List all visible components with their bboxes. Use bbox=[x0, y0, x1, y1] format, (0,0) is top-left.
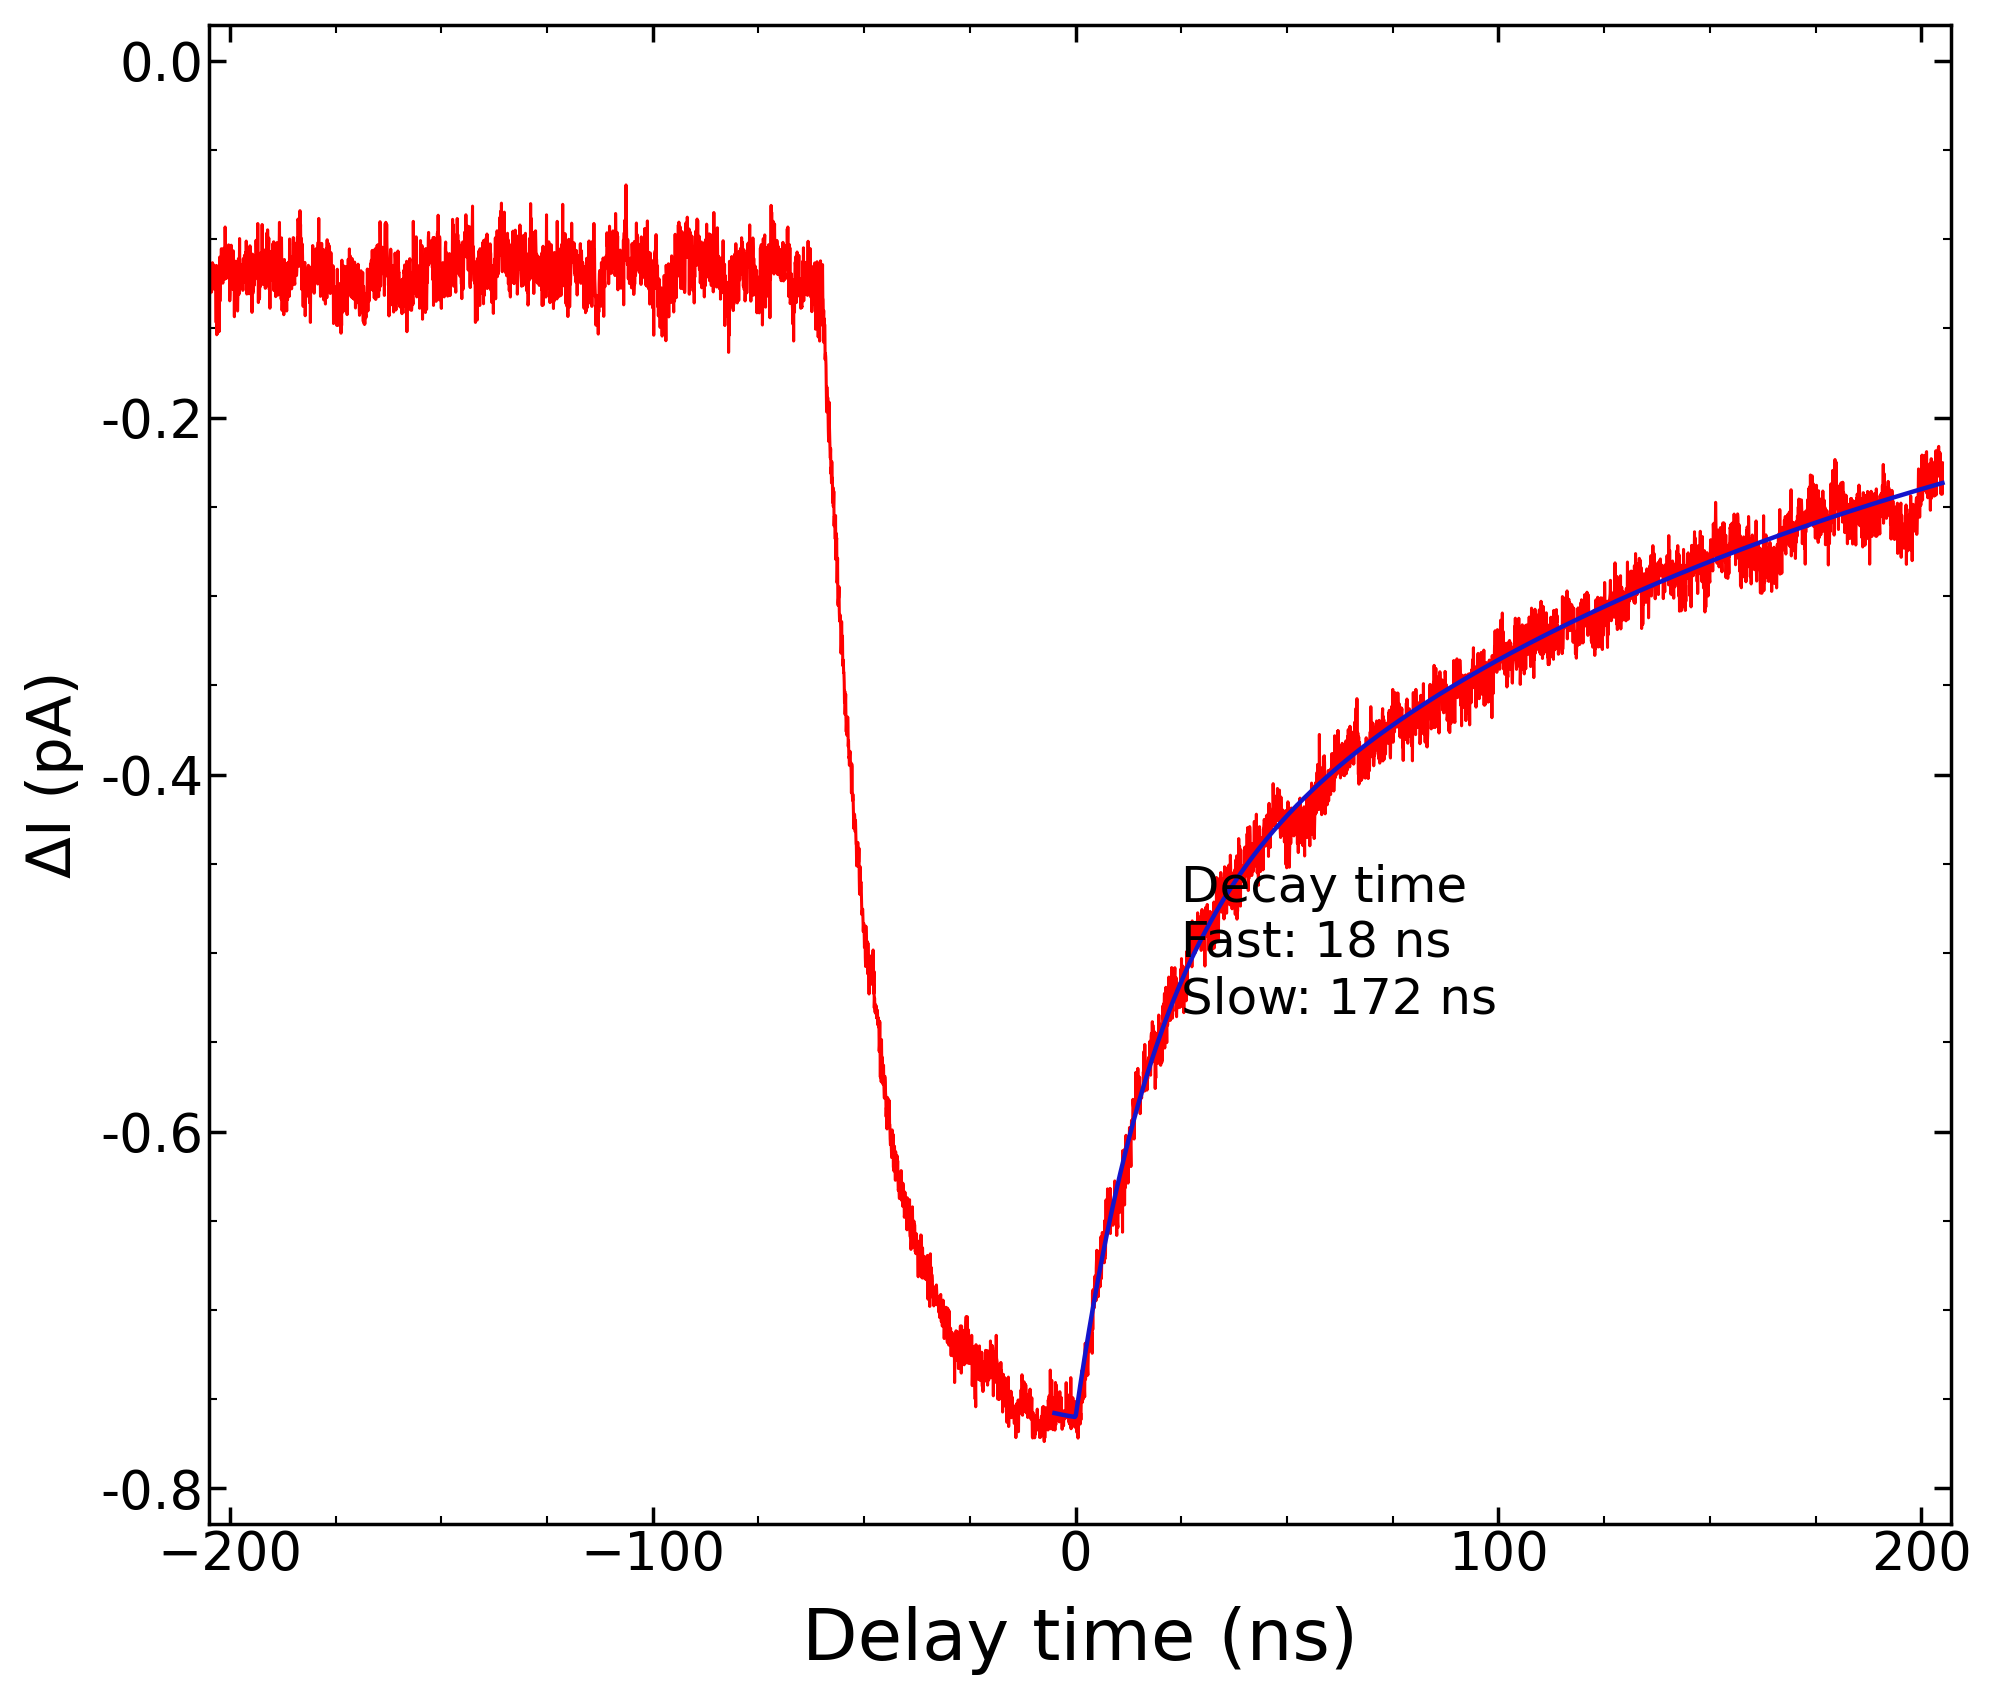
X-axis label: Delay time (ns): Delay time (ns) bbox=[802, 1606, 1358, 1674]
Text: Decay time
Fast: 18 ns
Slow: 172 ns: Decay time Fast: 18 ns Slow: 172 ns bbox=[1182, 864, 1498, 1023]
Y-axis label: ΔI (pA): ΔI (pA) bbox=[26, 672, 84, 879]
